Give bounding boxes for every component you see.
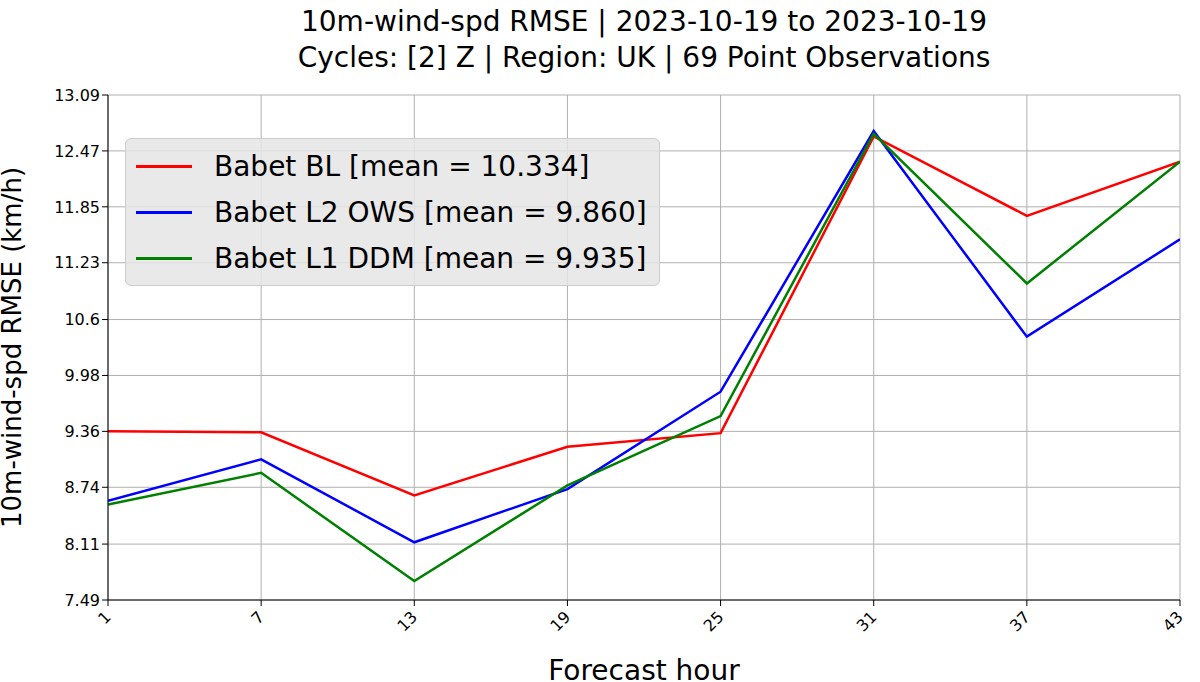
html-text:Babet L1 DDM [mean = 9.935]: Babet L1 DDM [mean = 9.935] bbox=[214, 241, 647, 275]
svg-text:8.74: 8.74 bbox=[64, 478, 100, 497]
svg-text:13: 13 bbox=[393, 607, 421, 635]
svg-text:Forecast hour: Forecast hour bbox=[548, 654, 740, 682]
svg-text:9.36: 9.36 bbox=[64, 422, 100, 441]
svg-text:37: 37 bbox=[1006, 607, 1034, 635]
svg-text:11.85: 11.85 bbox=[54, 198, 100, 217]
html-text:Babet BL [mean = 10.334]: Babet BL [mean = 10.334] bbox=[214, 149, 590, 183]
svg-text:31: 31 bbox=[853, 607, 881, 635]
html-text:10m-wind-spd RMSE | 2023-10-19: 10m-wind-spd RMSE | 2023-10-19 to 2023-1… bbox=[301, 5, 987, 38]
svg-text:13.09: 13.09 bbox=[54, 86, 100, 105]
svg-text:9.98: 9.98 bbox=[64, 366, 100, 385]
svg-text:8.11: 8.11 bbox=[64, 535, 100, 554]
svg-text:25: 25 bbox=[700, 607, 728, 635]
svg-text:12.47: 12.47 bbox=[54, 142, 100, 161]
html-text:Cycles: [2] Z | Region: UK | 6: Cycles: [2] Z | Region: UK | 69 Point Ob… bbox=[297, 41, 991, 74]
svg-text:7.49: 7.49 bbox=[64, 591, 100, 610]
html-text:Babet L2 OWS [mean = 9.860]: Babet L2 OWS [mean = 9.860] bbox=[214, 195, 647, 229]
svg-text:10m-wind-spd RMSE (km/h): 10m-wind-spd RMSE (km/h) bbox=[8, 167, 27, 528]
svg-text:10.6: 10.6 bbox=[64, 310, 100, 329]
svg-text:1: 1 bbox=[94, 607, 115, 628]
svg-text:7: 7 bbox=[247, 607, 268, 628]
svg-text:43: 43 bbox=[1159, 607, 1187, 635]
svg-text:19: 19 bbox=[546, 607, 574, 635]
svg-text:11.23: 11.23 bbox=[54, 253, 100, 272]
